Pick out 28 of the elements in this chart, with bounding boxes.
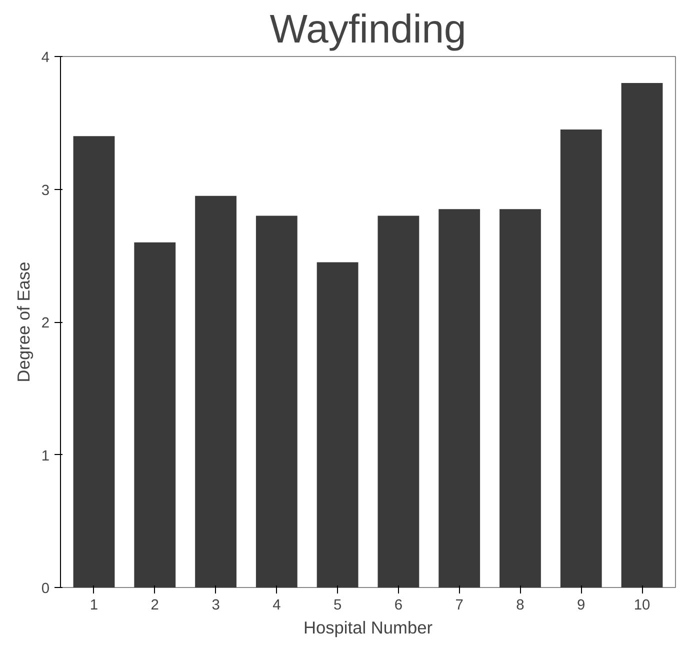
bar [256,216,298,588]
y-tick-label: 1 [41,448,50,464]
bar [438,209,480,588]
bar [134,242,176,588]
x-tick-label: 4 [272,598,281,614]
y-tick-label: 0 [41,581,50,597]
x-tick-label: 10 [634,598,650,614]
x-tick-label: 2 [150,598,159,614]
y-axis-title: Degree of Ease [13,262,34,382]
y-tick-label: 3 [41,182,50,199]
bar [195,196,236,588]
bar [378,216,420,588]
bar [73,136,115,588]
x-tick-label: 9 [577,598,586,614]
bar [316,262,358,588]
y-tick-label: 4 [41,50,50,66]
x-tick-label: 7 [455,598,464,614]
y-tick-label: 2 [41,316,50,332]
x-tick-label: 3 [212,598,220,614]
bar [500,209,541,588]
x-axis-title: Hospital Number [303,618,433,638]
x-tick-label: 6 [394,598,403,614]
x-tick-label: 8 [516,598,524,614]
bar [621,83,663,588]
x-tick-label: 1 [90,598,98,614]
chart-title: Wayfinding [270,8,466,52]
x-tick-label: 5 [333,598,342,614]
bar [560,130,602,588]
